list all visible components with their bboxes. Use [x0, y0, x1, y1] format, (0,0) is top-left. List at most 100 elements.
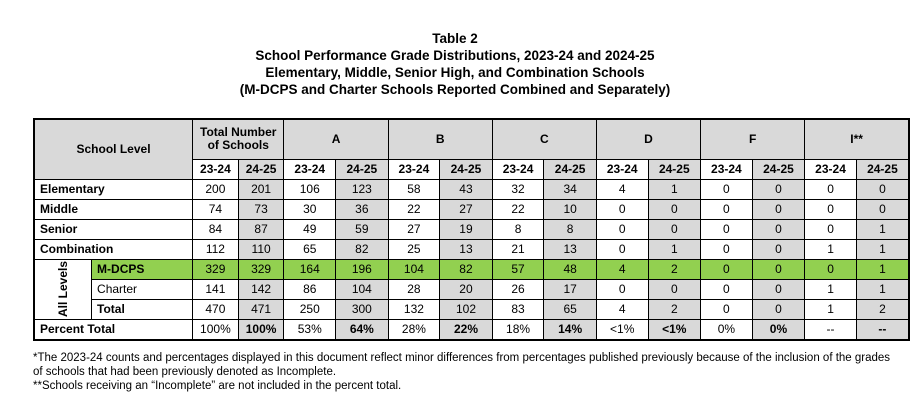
table-cell: 22: [491, 198, 545, 220]
table-cell: 32: [491, 178, 545, 200]
table-cell: 57: [491, 258, 545, 280]
row-label: Middle: [33, 198, 194, 220]
header-total-schools: Total Number of Schools: [192, 118, 285, 160]
table-cell: 0: [647, 278, 702, 300]
table-cell: 2: [647, 258, 702, 280]
table-number: Table 2: [432, 31, 478, 46]
table-cell: 8: [491, 218, 545, 240]
table-cell: 28: [387, 278, 441, 300]
footnote-1: *The 2023-24 counts and percentages disp…: [33, 352, 891, 378]
table-cell: 73: [237, 198, 285, 220]
table-cell: 64%: [335, 318, 389, 340]
year-header: 24-25: [439, 158, 493, 180]
header-grade-d: D: [595, 118, 702, 160]
table-cell: 2: [647, 298, 702, 320]
header-grade-f: F: [700, 118, 806, 160]
table-cell: 100%: [192, 318, 239, 340]
table-cell: 0: [700, 258, 753, 280]
table-cell: 49: [283, 218, 337, 240]
table-cell: 83: [491, 298, 545, 320]
table-cell: 100%: [237, 318, 285, 340]
table-cell: 0: [595, 198, 649, 220]
table-cell: 1: [855, 258, 910, 280]
table-cell: 329: [237, 258, 285, 280]
table-cell: 0: [804, 198, 857, 220]
table-cell: 104: [387, 258, 441, 280]
grade-distribution-table: School Level Total Number of Schools A B…: [33, 118, 910, 341]
table-cell: 0: [751, 278, 806, 300]
table-cell: 142: [237, 278, 285, 300]
percent-total-row: Percent Total 100% 100% 53% 64% 28% 22% 18% 14% <…: [33, 318, 910, 340]
table-cell: 22%: [439, 318, 493, 340]
table-cell: <1%: [647, 318, 702, 340]
table-cell: 0: [751, 238, 806, 260]
table-cell: 58: [387, 178, 441, 200]
table-cell: 200: [192, 178, 239, 200]
table-cell: 0: [855, 198, 910, 220]
year-header: 23-24: [491, 158, 545, 180]
table-row: Combination 112 110 65 82 25 13 21 13 0 1 0 0 1 1: [33, 238, 910, 260]
table-cell: <1%: [595, 318, 649, 340]
table-cell: 14%: [543, 318, 597, 340]
table-cell: 1: [647, 178, 702, 200]
table-cell: 112: [192, 238, 239, 260]
table-cell: 86: [283, 278, 337, 300]
table-title-block: Table 2 School Performance Grade Distrib…: [0, 30, 910, 98]
table-cell: 0: [804, 258, 857, 280]
table-cell: 123: [335, 178, 389, 200]
table-cell: 27: [439, 198, 493, 220]
table-cell: 13: [439, 238, 493, 260]
table-cell: 43: [439, 178, 493, 200]
table-cell: 196: [335, 258, 389, 280]
table-cell: 0: [751, 198, 806, 220]
table-cell: 19: [439, 218, 493, 240]
table-cell: 0: [751, 258, 806, 280]
table-cell: 141: [192, 278, 239, 300]
table-cell: 4: [595, 298, 649, 320]
table-row: Middle 74 73 30 36 22 27 22 10 0 0 0 0 0 0: [33, 198, 910, 220]
row-label: Elementary: [33, 178, 194, 200]
table-cell: 1: [855, 278, 910, 300]
table-cell: 1: [804, 298, 857, 320]
table-cell: 0: [855, 178, 910, 200]
table-cell: 110: [237, 238, 285, 260]
table-cell: 0: [595, 218, 649, 240]
year-header: 24-25: [855, 158, 910, 180]
row-label: Total: [91, 298, 194, 320]
table-cell: 28%: [387, 318, 441, 340]
table-subtitle-scope: (M-DCPS and Charter Schools Reported Com…: [239, 82, 671, 97]
table-cell: 104: [335, 278, 389, 300]
table-cell: 22: [387, 198, 441, 220]
year-header: 23-24: [283, 158, 337, 180]
table-cell: 59: [335, 218, 389, 240]
header-grade-a: A: [283, 118, 389, 160]
all-levels-group-label: All Levels: [33, 258, 93, 320]
table-cell: 164: [283, 258, 337, 280]
row-label: Combination: [33, 238, 194, 260]
table-cell: 1: [804, 278, 857, 300]
table-cell: 2: [855, 298, 910, 320]
table-cell: 87: [237, 218, 285, 240]
table-cell: 0: [595, 278, 649, 300]
table-cell: 65: [283, 238, 337, 260]
table-cell: 82: [439, 258, 493, 280]
row-label: Senior: [33, 218, 194, 240]
table-cell: 4: [595, 258, 649, 280]
footnote-2: **Schools receiving an “Incomplete” are …: [33, 380, 402, 392]
table-title: School Performance Grade Distributions, …: [255, 48, 655, 63]
table-cell: 25: [387, 238, 441, 260]
table-cell: 0: [700, 278, 753, 300]
table-cell: 0: [751, 298, 806, 320]
table-cell: 48: [543, 258, 597, 280]
table-cell: 0: [700, 238, 753, 260]
table-cell: 1: [804, 238, 857, 260]
table-cell: 84: [192, 218, 239, 240]
row-label: Charter: [91, 278, 194, 300]
table-row: All Levels M-DCPS 329 329 164 196 104 82 57 48 4 2 0…: [33, 258, 910, 320]
table-cell: 250: [283, 298, 337, 320]
table-cell: 10: [543, 198, 597, 220]
table-cell: 0: [751, 178, 806, 200]
table-cell: 300: [335, 298, 389, 320]
table-cell: 0: [751, 218, 806, 240]
row-label: Percent Total: [33, 318, 194, 340]
